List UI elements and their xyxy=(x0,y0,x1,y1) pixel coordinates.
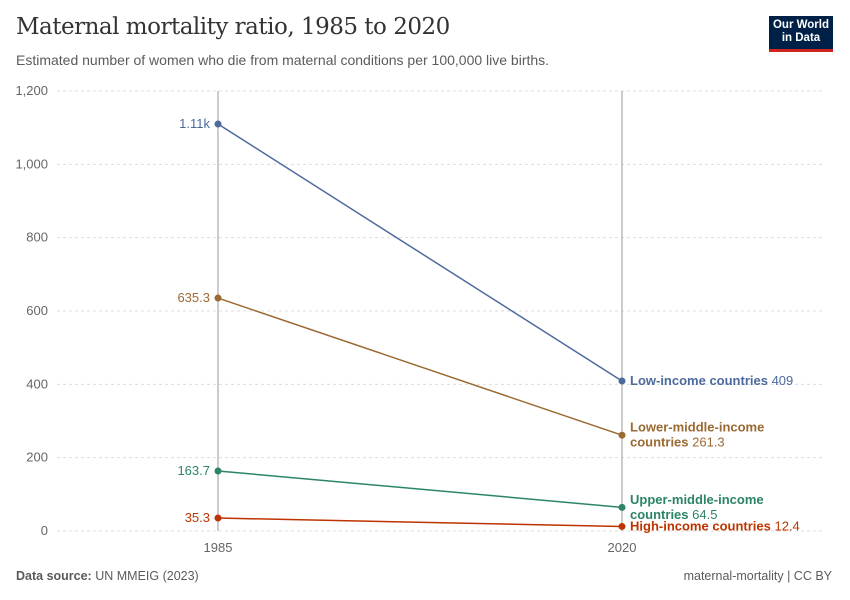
data-point[interactable] xyxy=(214,294,222,302)
y-tick-label: 200 xyxy=(26,450,48,465)
series-label[interactable]: Lower-middle-income xyxy=(630,420,764,435)
start-value-label: 1.11k xyxy=(179,116,210,131)
data-point[interactable] xyxy=(618,522,626,530)
chart-subtitle: Estimated number of women who die from m… xyxy=(16,52,550,68)
start-value-label: 163.7 xyxy=(177,463,210,478)
footer-right[interactable]: maternal-mortality | CC BY xyxy=(683,569,832,583)
series-label[interactable]: countries 64.5 xyxy=(630,507,717,522)
source-value[interactable]: UN MMEIG (2023) xyxy=(95,569,199,583)
series-label[interactable]: Low-income countries 409 xyxy=(630,373,793,388)
x-tick-label: 1985 xyxy=(204,540,233,555)
data-source: Data source: UN MMEIG (2023) xyxy=(16,569,199,583)
y-tick-label: 0 xyxy=(41,523,48,538)
y-tick-label: 1,200 xyxy=(15,83,48,98)
y-tick-label: 600 xyxy=(26,303,48,318)
series-label[interactable]: countries 261.3 xyxy=(630,435,725,450)
data-point[interactable] xyxy=(214,467,222,475)
y-tick-label: 400 xyxy=(26,376,48,391)
owid-logo[interactable]: Our World in Data xyxy=(769,16,833,52)
data-point[interactable] xyxy=(618,431,626,439)
y-tick-label: 1,000 xyxy=(15,156,48,171)
data-point[interactable] xyxy=(618,503,626,511)
series-label[interactable]: Upper-middle-income xyxy=(630,492,764,507)
start-value-label: 35.3 xyxy=(185,510,210,525)
series-label[interactable]: High-income countries 12.4 xyxy=(630,518,800,533)
data-point[interactable] xyxy=(214,514,222,522)
chart-title: Maternal mortality ratio, 1985 to 2020 xyxy=(16,14,450,40)
series-line[interactable] xyxy=(217,517,623,528)
series-line[interactable] xyxy=(217,297,623,436)
start-value-label: 635.3 xyxy=(177,290,210,305)
y-tick-label: 800 xyxy=(26,230,48,245)
data-point[interactable] xyxy=(618,377,626,385)
source-label: Data source: xyxy=(16,569,92,583)
x-tick-label: 2020 xyxy=(608,540,637,555)
series-line[interactable] xyxy=(217,470,623,509)
series-line[interactable] xyxy=(217,123,623,382)
data-point[interactable] xyxy=(214,120,222,128)
